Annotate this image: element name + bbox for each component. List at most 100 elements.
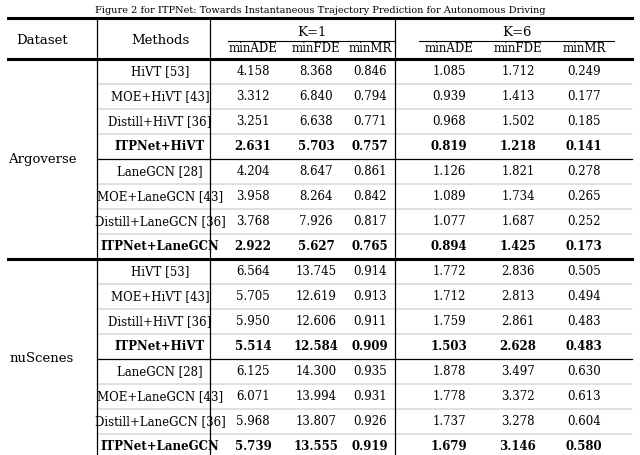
Text: minADE: minADE bbox=[424, 42, 474, 56]
Text: K=1: K=1 bbox=[297, 26, 326, 40]
Text: ITPNet+HiVT: ITPNet+HiVT bbox=[115, 140, 205, 153]
Text: 0.630: 0.630 bbox=[567, 365, 601, 378]
Text: 1.679: 1.679 bbox=[431, 440, 467, 453]
Text: ITPNet+LaneGCN: ITPNet+LaneGCN bbox=[100, 440, 220, 453]
Text: 3.278: 3.278 bbox=[501, 415, 535, 428]
Text: 4.204: 4.204 bbox=[236, 165, 270, 178]
Text: 0.494: 0.494 bbox=[567, 290, 601, 303]
Text: 1.712: 1.712 bbox=[501, 65, 534, 78]
Text: 0.939: 0.939 bbox=[432, 90, 466, 103]
Text: ITPNet+LaneGCN: ITPNet+LaneGCN bbox=[100, 240, 220, 253]
Text: 1.503: 1.503 bbox=[431, 340, 467, 353]
Text: 5.968: 5.968 bbox=[236, 415, 270, 428]
Text: 5.950: 5.950 bbox=[236, 315, 270, 328]
Text: 1.687: 1.687 bbox=[501, 215, 535, 228]
Text: 0.278: 0.278 bbox=[567, 165, 601, 178]
Text: 0.185: 0.185 bbox=[567, 115, 601, 128]
Text: 0.173: 0.173 bbox=[566, 240, 602, 253]
Text: 1.077: 1.077 bbox=[432, 215, 466, 228]
Text: 6.564: 6.564 bbox=[236, 265, 270, 278]
Text: HiVT [53]: HiVT [53] bbox=[131, 65, 189, 78]
Text: 5.705: 5.705 bbox=[236, 290, 270, 303]
Text: 0.249: 0.249 bbox=[567, 65, 601, 78]
Text: 4.158: 4.158 bbox=[236, 65, 269, 78]
Text: 0.794: 0.794 bbox=[353, 90, 387, 103]
Text: ITPNet+HiVT: ITPNet+HiVT bbox=[115, 340, 205, 353]
Text: 1.772: 1.772 bbox=[432, 265, 466, 278]
Text: 13.745: 13.745 bbox=[296, 265, 337, 278]
Text: 0.265: 0.265 bbox=[567, 190, 601, 203]
Text: 12.619: 12.619 bbox=[296, 290, 337, 303]
Text: 0.842: 0.842 bbox=[353, 190, 387, 203]
Text: MOE+HiVT [43]: MOE+HiVT [43] bbox=[111, 290, 209, 303]
Text: 1.502: 1.502 bbox=[501, 115, 535, 128]
Text: 2.836: 2.836 bbox=[501, 265, 535, 278]
Text: 0.613: 0.613 bbox=[567, 390, 601, 403]
Text: 0.141: 0.141 bbox=[566, 140, 602, 153]
Text: 8.264: 8.264 bbox=[300, 190, 333, 203]
Text: 3.251: 3.251 bbox=[236, 115, 269, 128]
Text: 8.647: 8.647 bbox=[299, 165, 333, 178]
Text: 0.757: 0.757 bbox=[352, 140, 388, 153]
Text: minADE: minADE bbox=[228, 42, 277, 56]
Text: 0.931: 0.931 bbox=[353, 390, 387, 403]
Text: 6.638: 6.638 bbox=[299, 115, 333, 128]
Text: 0.861: 0.861 bbox=[353, 165, 387, 178]
Text: minFDE: minFDE bbox=[292, 42, 340, 56]
Text: 8.368: 8.368 bbox=[300, 65, 333, 78]
Text: 3.146: 3.146 bbox=[500, 440, 536, 453]
Text: Dataset: Dataset bbox=[16, 35, 68, 47]
Text: 3.372: 3.372 bbox=[501, 390, 535, 403]
Text: 5.514: 5.514 bbox=[235, 340, 271, 353]
Text: 3.958: 3.958 bbox=[236, 190, 270, 203]
Text: 2.861: 2.861 bbox=[501, 315, 534, 328]
Text: 2.922: 2.922 bbox=[234, 240, 271, 253]
Text: Distill+LaneGCN [36]: Distill+LaneGCN [36] bbox=[95, 215, 225, 228]
Text: HiVT [53]: HiVT [53] bbox=[131, 265, 189, 278]
Text: Methods: Methods bbox=[131, 35, 189, 47]
Text: LaneGCN [28]: LaneGCN [28] bbox=[117, 165, 203, 178]
Text: 0.252: 0.252 bbox=[567, 215, 601, 228]
Text: 0.968: 0.968 bbox=[432, 115, 466, 128]
Text: 1.085: 1.085 bbox=[432, 65, 466, 78]
Text: 0.765: 0.765 bbox=[352, 240, 388, 253]
Text: 6.071: 6.071 bbox=[236, 390, 270, 403]
Text: 0.483: 0.483 bbox=[567, 315, 601, 328]
Text: 0.914: 0.914 bbox=[353, 265, 387, 278]
Text: minFDE: minFDE bbox=[493, 42, 542, 56]
Text: 7.926: 7.926 bbox=[299, 215, 333, 228]
Text: 3.497: 3.497 bbox=[501, 365, 535, 378]
Text: 0.604: 0.604 bbox=[567, 415, 601, 428]
Text: Distill+HiVT [36]: Distill+HiVT [36] bbox=[108, 315, 212, 328]
Text: Figure 2 for ITPNet: Towards Instantaneous Trajectory Prediction for Autonomous : Figure 2 for ITPNet: Towards Instantaneo… bbox=[95, 6, 545, 15]
Text: 0.935: 0.935 bbox=[353, 365, 387, 378]
Text: 14.300: 14.300 bbox=[296, 365, 337, 378]
Text: Distill+HiVT [36]: Distill+HiVT [36] bbox=[108, 115, 212, 128]
Text: K=6: K=6 bbox=[502, 26, 531, 40]
Text: 2.813: 2.813 bbox=[501, 290, 534, 303]
Text: 0.919: 0.919 bbox=[352, 440, 388, 453]
Text: 12.584: 12.584 bbox=[294, 340, 339, 353]
Text: 1.712: 1.712 bbox=[432, 290, 466, 303]
Text: 2.631: 2.631 bbox=[235, 140, 271, 153]
Text: Argoverse: Argoverse bbox=[8, 152, 76, 166]
Text: 1.821: 1.821 bbox=[501, 165, 534, 178]
Text: MOE+HiVT [43]: MOE+HiVT [43] bbox=[111, 90, 209, 103]
Text: 0.819: 0.819 bbox=[431, 140, 467, 153]
Text: 13.807: 13.807 bbox=[296, 415, 337, 428]
Text: 6.840: 6.840 bbox=[299, 90, 333, 103]
Text: 0.580: 0.580 bbox=[566, 440, 602, 453]
Text: 3.768: 3.768 bbox=[236, 215, 270, 228]
Text: 0.846: 0.846 bbox=[353, 65, 387, 78]
Text: 1.759: 1.759 bbox=[432, 315, 466, 328]
Text: 0.911: 0.911 bbox=[353, 315, 387, 328]
Text: 0.909: 0.909 bbox=[352, 340, 388, 353]
Text: 13.555: 13.555 bbox=[294, 440, 339, 453]
Text: 0.817: 0.817 bbox=[353, 215, 387, 228]
Text: 5.627: 5.627 bbox=[298, 240, 334, 253]
Text: 1.778: 1.778 bbox=[432, 390, 466, 403]
Text: 1.413: 1.413 bbox=[501, 90, 535, 103]
Text: Distill+LaneGCN [36]: Distill+LaneGCN [36] bbox=[95, 415, 225, 428]
Text: MOE+LaneGCN [43]: MOE+LaneGCN [43] bbox=[97, 390, 223, 403]
Text: 1.126: 1.126 bbox=[432, 165, 466, 178]
